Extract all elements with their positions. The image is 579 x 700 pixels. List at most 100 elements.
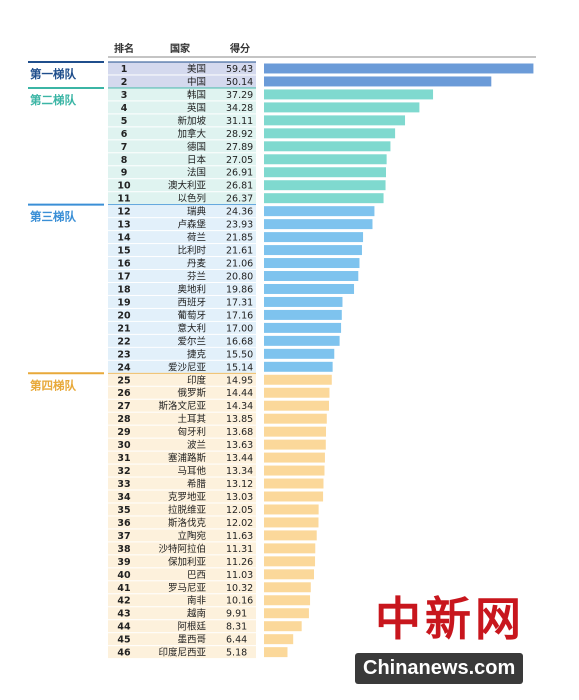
score-bar — [264, 634, 294, 645]
row-background — [108, 347, 256, 360]
country-label: 韩国 — [187, 89, 206, 101]
score-label: 21.06 — [226, 259, 253, 270]
country-label: 比利时 — [177, 245, 206, 257]
rank-label: 13 — [117, 220, 130, 231]
rank-label: 7 — [121, 142, 128, 153]
score-bar — [264, 387, 330, 398]
country-label: 奥地利 — [177, 283, 206, 295]
score-label: 26.37 — [226, 194, 253, 205]
rank-label: 9 — [121, 168, 128, 179]
score-bar — [264, 167, 386, 178]
country-label: 英国 — [187, 102, 206, 114]
score-bar — [264, 517, 319, 528]
country-label: 俄罗斯 — [177, 387, 206, 399]
score-bar — [264, 271, 359, 281]
score-bar — [264, 491, 324, 502]
score-label: 13.85 — [226, 414, 253, 425]
score-label: 5.18 — [226, 648, 247, 659]
row-background — [108, 257, 256, 270]
country-label: 以色列 — [177, 193, 206, 205]
country-label: 斯洛伐克 — [168, 517, 207, 529]
row-background — [108, 282, 256, 295]
score-bar — [264, 232, 364, 243]
rank-label: 37 — [117, 531, 130, 542]
score-bar — [264, 413, 327, 424]
country-label: 斯洛文尼亚 — [158, 400, 206, 412]
score-label: 13.34 — [226, 466, 253, 477]
score-label: 12.05 — [226, 505, 253, 516]
watermark-english-text: Chinanews.com — [355, 653, 524, 684]
score-label: 13.63 — [226, 440, 253, 451]
rank-label: 30 — [117, 440, 131, 451]
score-label: 14.44 — [226, 388, 253, 399]
tier-label: 第三梯队 — [30, 210, 76, 224]
rank-label: 39 — [117, 557, 130, 568]
rank-label: 16 — [117, 259, 131, 270]
rank-label: 29 — [117, 427, 130, 438]
rank-label: 17 — [117, 271, 130, 282]
rank-label: 25 — [117, 375, 130, 386]
tier-label: 第四梯队 — [30, 378, 76, 392]
tier-label: 第一梯队 — [30, 67, 76, 81]
rank-label: 18 — [117, 284, 131, 295]
rank-label: 45 — [117, 635, 130, 646]
country-label: 墨西哥 — [177, 635, 206, 646]
score-label: 34.28 — [226, 103, 253, 114]
rank-label: 42 — [117, 596, 130, 607]
row-background — [108, 438, 256, 451]
row-background — [108, 373, 256, 386]
country-label: 新加坡 — [177, 115, 206, 127]
score-label: 21.61 — [226, 246, 253, 257]
row-background — [108, 75, 256, 88]
score-label: 15.14 — [226, 362, 253, 373]
rank-label: 28 — [117, 414, 131, 425]
score-label: 21.85 — [226, 233, 253, 244]
country-label: 葡萄牙 — [177, 309, 206, 321]
country-label: 克罗地亚 — [168, 491, 207, 503]
score-label: 11.63 — [226, 531, 253, 542]
rank-label: 20 — [117, 310, 131, 321]
row-background — [108, 594, 256, 607]
country-label: 拉脱维亚 — [168, 504, 207, 516]
country-label: 保加利亚 — [168, 556, 207, 568]
row-background — [108, 270, 256, 282]
score-bar — [264, 452, 325, 463]
country-label: 希腊 — [187, 478, 207, 490]
score-bar — [264, 283, 355, 294]
country-label: 爱尔兰 — [177, 335, 206, 347]
score-label: 10.16 — [226, 596, 253, 607]
rank-label: 38 — [117, 544, 131, 555]
rank-label: 46 — [117, 648, 131, 659]
country-label: 荷兰 — [187, 232, 206, 244]
rank-label: 10 — [117, 181, 131, 192]
score-bar — [264, 89, 434, 100]
score-bar — [264, 154, 387, 165]
rank-label: 22 — [117, 336, 130, 347]
score-label: 26.91 — [226, 168, 253, 179]
score-bar — [264, 478, 324, 489]
row-background — [108, 192, 256, 205]
score-bar — [264, 426, 327, 437]
rank-label: 2 — [121, 77, 128, 88]
rank-label: 5 — [121, 116, 128, 127]
row-background — [108, 88, 256, 101]
score-bar — [264, 141, 391, 152]
score-bar — [264, 115, 406, 126]
score-label: 24.36 — [226, 207, 253, 218]
score-label: 17.31 — [226, 297, 253, 308]
score-bar — [264, 465, 325, 476]
score-bar — [264, 258, 360, 269]
score-bar — [264, 322, 342, 333]
row-background — [108, 464, 256, 477]
rank-label: 27 — [117, 401, 130, 412]
score-label: 23.93 — [226, 220, 253, 231]
score-label: 37.29 — [226, 90, 253, 101]
score-label: 11.03 — [226, 570, 253, 581]
row-background — [108, 308, 256, 321]
score-bar — [264, 193, 384, 204]
rank-label: 1 — [121, 64, 128, 75]
row-background — [108, 166, 256, 179]
country-label: 瑞典 — [187, 206, 207, 218]
score-label: 11.26 — [226, 557, 253, 568]
